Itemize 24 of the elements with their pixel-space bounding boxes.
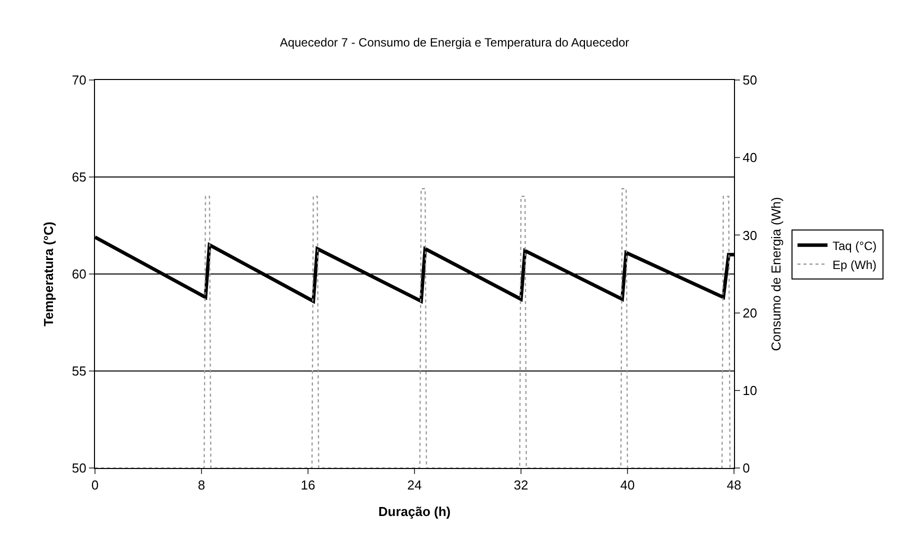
y-tick-label: 55 bbox=[72, 364, 86, 379]
y2-tick-label: 30 bbox=[742, 228, 758, 243]
y-tick-label: 70 bbox=[72, 72, 86, 88]
x-tick-label: 32 bbox=[514, 478, 528, 493]
x-tick-label: 16 bbox=[300, 478, 316, 493]
x-axis-title: Duração (h) bbox=[378, 504, 451, 520]
y-tick-label: 60 bbox=[72, 266, 86, 282]
y2-tick-label: 10 bbox=[742, 382, 758, 398]
y2-tick-label: 0 bbox=[742, 460, 750, 476]
legend-label: Taq (°C) bbox=[832, 238, 877, 253]
y-axis-title: Temperatura (°C) bbox=[40, 222, 56, 326]
y2-tick-label: 50 bbox=[742, 72, 758, 88]
x-tick-label: 24 bbox=[407, 478, 422, 493]
y2-tick-label: 40 bbox=[742, 150, 758, 166]
x-tick-label: 40 bbox=[620, 478, 635, 493]
chart-title: Aquecedor 7 - Consumo de Energia e Temperatura do Aquecedor bbox=[280, 35, 630, 50]
y2-tick-label: 20 bbox=[742, 305, 758, 320]
y-tick-label: 50 bbox=[72, 460, 86, 476]
x-tick-label: 48 bbox=[726, 478, 742, 493]
legend-label: Ep (Wh) bbox=[832, 258, 877, 272]
x-tick-label: 0 bbox=[91, 478, 99, 493]
y-tick-label: 65 bbox=[72, 170, 86, 185]
y2-axis-title: Consumo de Energia (Wh) bbox=[768, 197, 784, 351]
x-tick-label: 8 bbox=[198, 478, 206, 493]
